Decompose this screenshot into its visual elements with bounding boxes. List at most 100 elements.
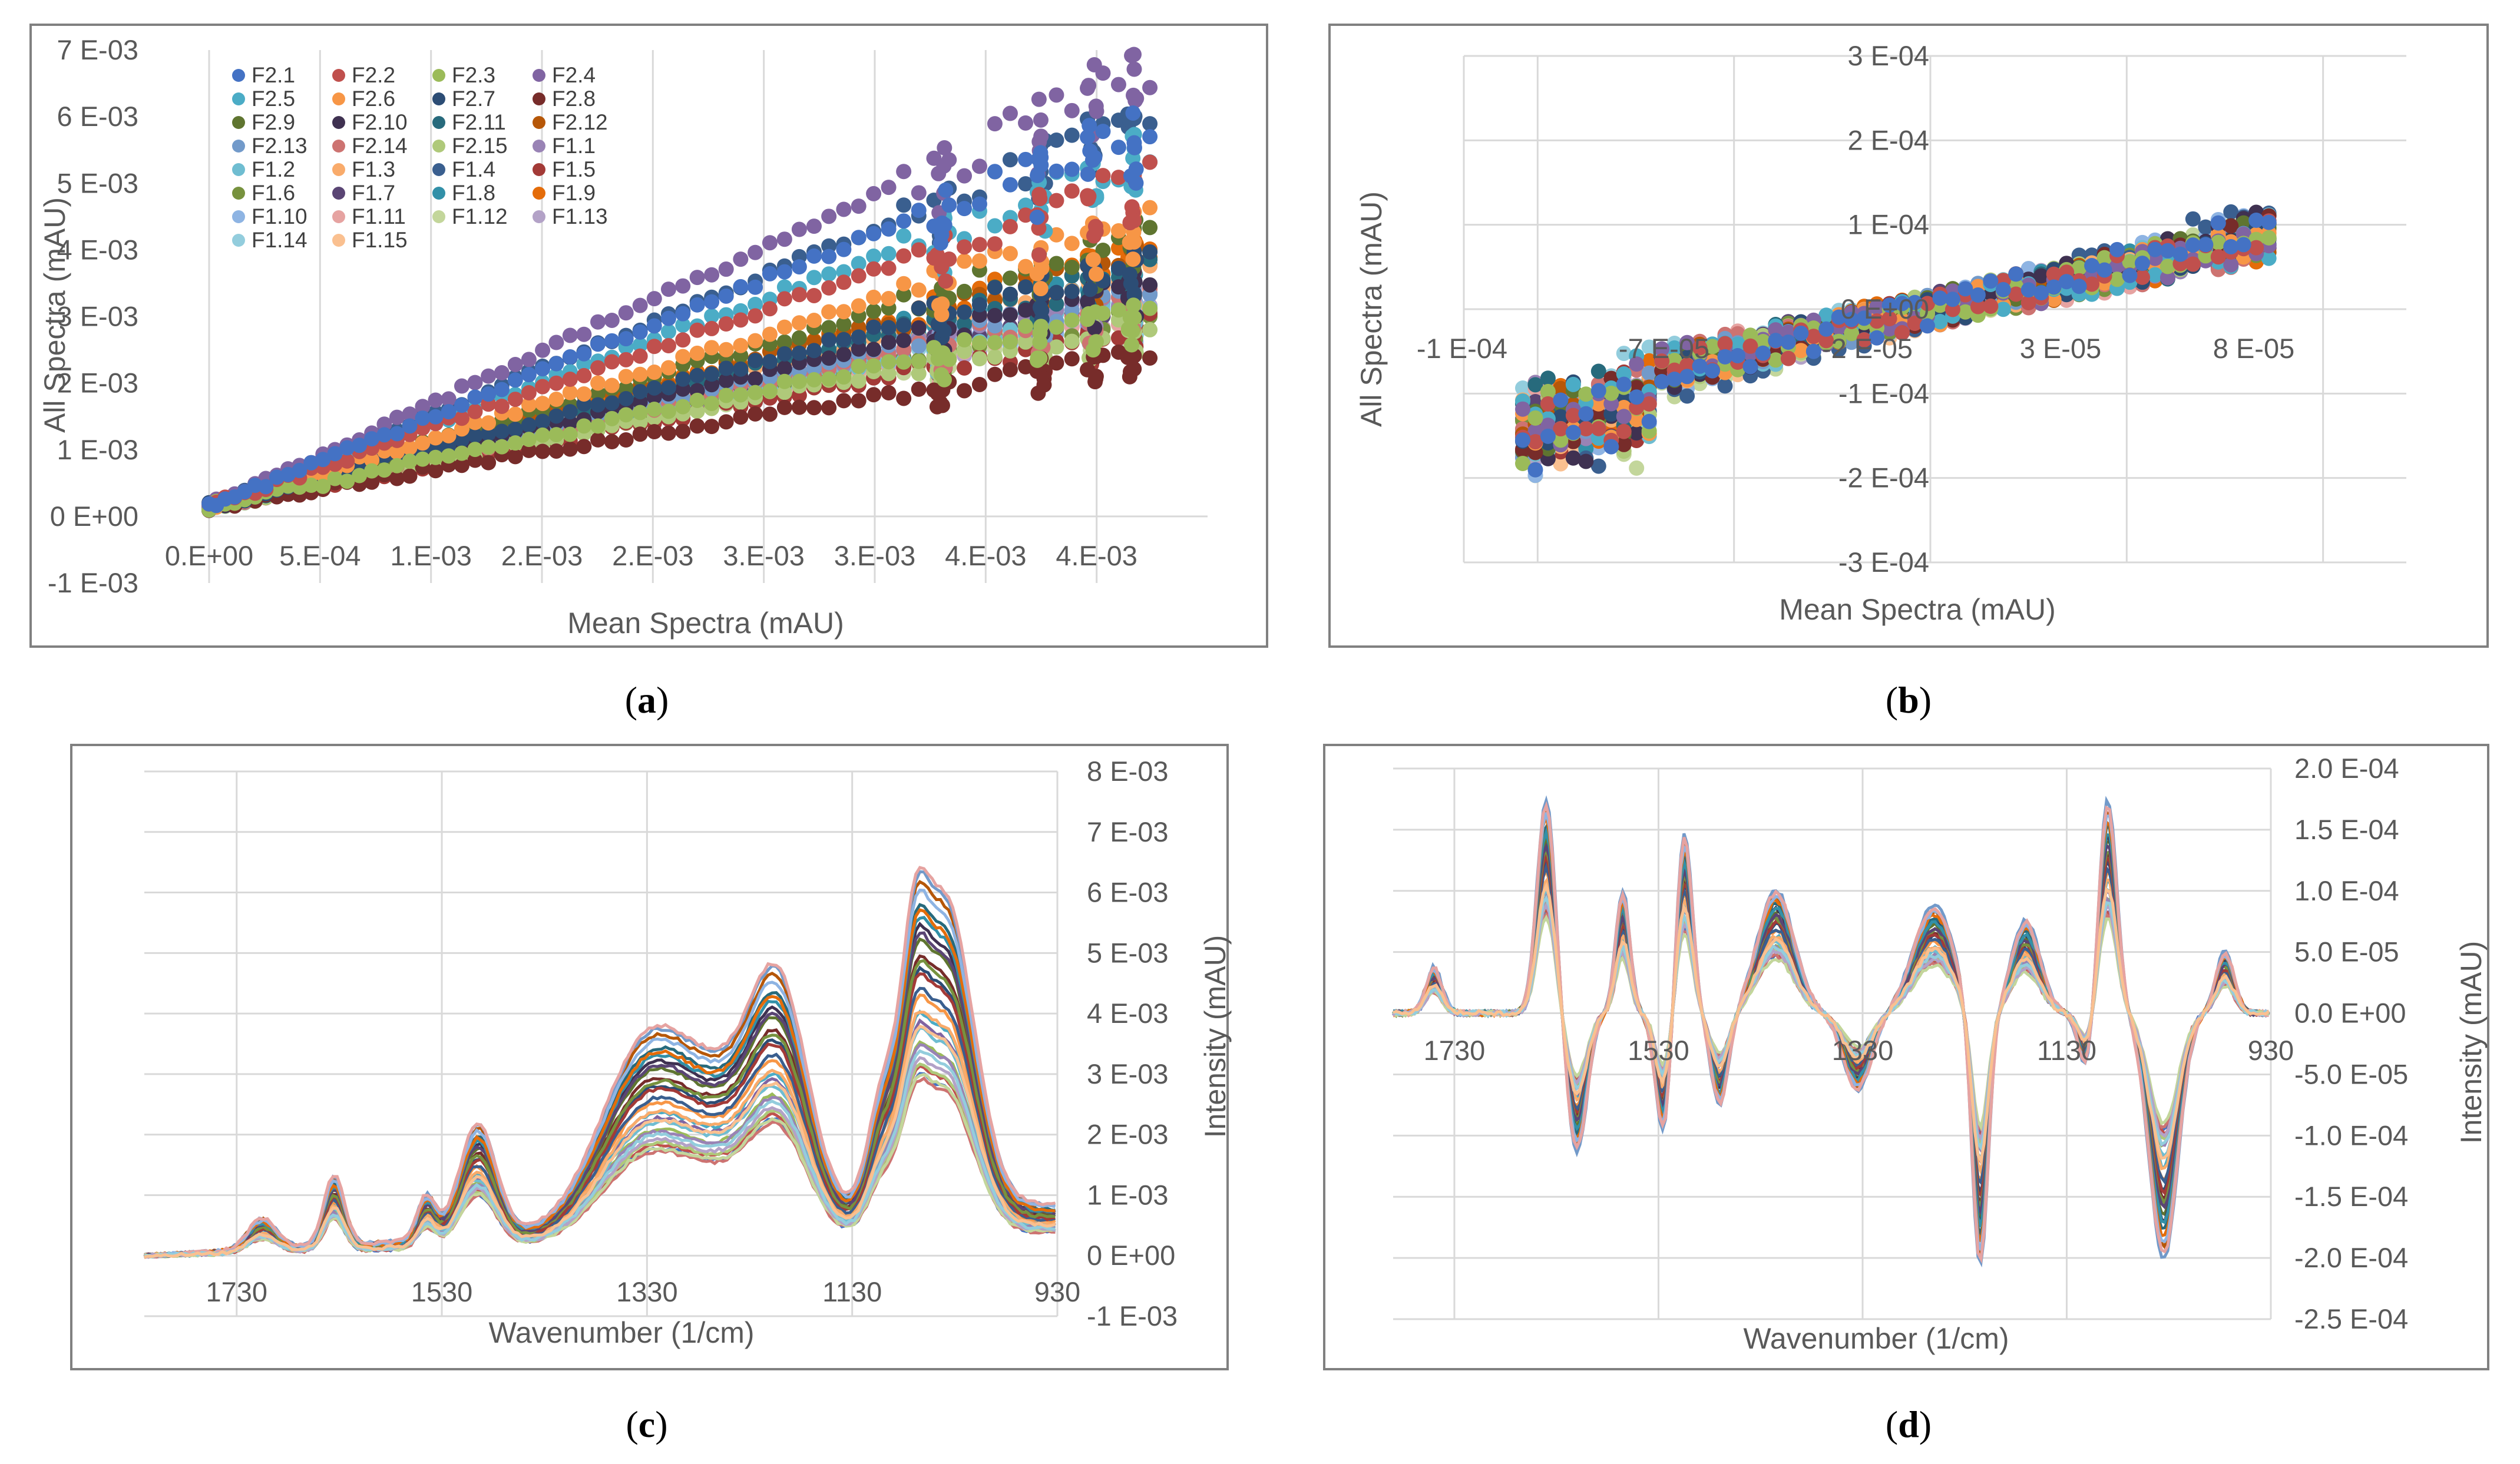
chart-a-point [521,385,537,400]
legend-swatch [232,234,245,247]
chart-a-xlabel: Mean Spectra (mAU) [567,607,844,640]
legend-swatch [232,210,245,223]
legend-swatch [432,69,445,82]
chart-b-point [1590,420,1606,436]
chart-a-point [1142,154,1158,170]
chart-a-point [1036,377,1052,393]
chart-a-point [866,261,882,277]
chart-b-point [1970,299,1986,314]
chart-a-point [604,333,620,349]
chart-a-point [402,406,418,422]
chart-a-point [851,268,867,284]
chart-a-point [576,418,592,434]
chart-panel-d: 1730 1530 1330 1130 930-2.5 E-04-2.0 E-04-1.… [1323,744,2489,1445]
chart-a-point [467,403,483,419]
chart-a-point [806,270,822,286]
chart-a-point [733,279,749,294]
chart-a-x-tick: 2.E-03 [612,540,693,571]
chart-a-point [315,452,331,468]
chart-a-point [957,201,973,217]
chart-b-point [1590,383,1606,399]
legend-label: F1.4 [452,157,495,181]
chart-a-point [1110,140,1126,155]
chart-b-point [2159,270,2175,286]
chart-a-point [454,398,469,413]
chart-b-point [1578,406,1594,422]
chart-a-point [1064,351,1080,367]
legend-swatch [533,92,545,105]
chart-a-point [748,308,763,324]
chart-a-point [689,297,705,313]
chart-c-xlabel: Wavenumber (1/cm) [488,1316,754,1349]
chart-c-spectrum-line [144,866,1056,1258]
chart-b-point [2020,294,2036,310]
legend-swatch [533,163,545,176]
chart-a-point [454,458,469,473]
chart-a-point [1049,319,1064,335]
chart-b-point [1856,310,1872,326]
chart-a-point [791,259,807,275]
chart-b-point [1527,423,1543,439]
chart-a-point [1064,333,1080,349]
chart-b-y-tick: 2 E-04 [1848,124,1929,155]
chart-a-point [987,280,1003,296]
chart-a-point [1002,362,1018,377]
chart-a-point [364,452,380,468]
chart-b-point [1692,340,1708,356]
chart-a-point [957,253,973,269]
chart-a-point [971,196,987,212]
chart-a-point [507,406,523,422]
chart-b-y-tick: -2 E-04 [1838,462,1929,493]
chart-d-y-tick: -1.5 E-04 [2294,1181,2408,1212]
legend-swatch [332,116,345,129]
chart-a-point [521,367,537,383]
chart-b-point [1616,346,1632,362]
chart-b-point [1957,281,1973,297]
chart-a-point [1110,223,1126,239]
chart-a-point [675,332,691,348]
legend-label: F2.7 [452,87,495,111]
chart-a-point [1002,307,1018,323]
chart-a-point [1110,260,1126,276]
legend-swatch [232,92,245,105]
chart-b-point [1641,365,1657,381]
chart-a-point [428,430,444,446]
chart-a-point [339,473,355,489]
chart-b-point [2033,285,2049,301]
legend-swatch [432,92,445,105]
chart-a-point [521,397,537,413]
chart-a-point [748,279,763,295]
chart-a-point [675,317,691,333]
legend-label: F1.11 [352,204,406,228]
chart-a-point [675,306,691,322]
chart-a-point [548,391,564,407]
legend-label: F2.6 [352,87,395,111]
chart-a-point [494,439,510,455]
chart-a-point [776,264,792,280]
chart-b-point [1578,421,1594,437]
chart-panel-b: -3 E-04-2 E-04-1 E-040 E+001 E-042 E-043… [1328,24,2489,721]
chart-a-point [851,329,867,345]
chart-a-point [675,399,691,415]
chart-c-y-tick: -1 E-03 [1087,1300,1178,1331]
legend-swatch [332,210,345,223]
chart-b-point [1629,425,1645,441]
legend-label: F2.4 [552,63,596,87]
chart-a-point [507,435,523,451]
chart-a-point [1033,281,1049,297]
chart-d-ylabel: Intensity (mAU) [2455,941,2488,1144]
chart-a-point [836,332,852,347]
chart-a-point [415,451,431,467]
chart-a-point [806,248,822,264]
chart-a-point [618,380,634,396]
chart-a-point [590,397,606,413]
chart-b-point [1565,450,1581,466]
chart-a-x-tick: 4.E-03 [1056,540,1137,571]
chart-a-point [806,218,822,234]
legend-swatch [332,140,345,153]
chart-a-point [507,449,523,465]
chart-b-point [2261,214,2277,230]
chart-a-point [1018,176,1034,192]
chart-a-point [535,396,551,412]
chart-b-point [1920,318,1936,334]
